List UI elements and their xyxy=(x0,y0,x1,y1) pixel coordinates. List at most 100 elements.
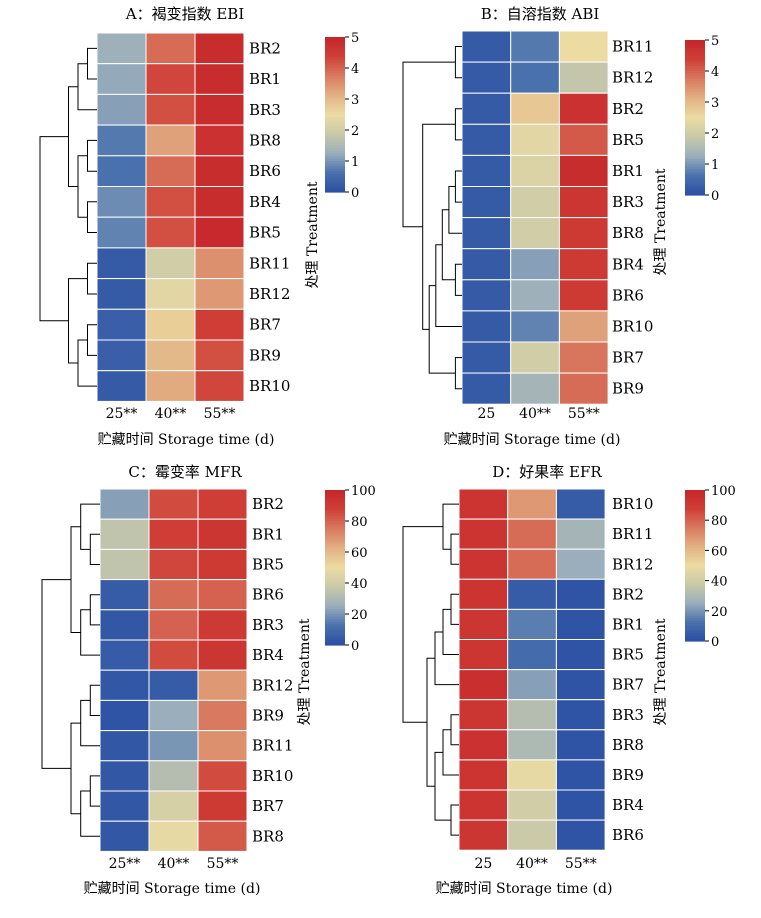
heatmap-cell xyxy=(145,308,196,341)
heatmap-cell xyxy=(99,669,150,701)
heatmap-cell xyxy=(194,155,245,188)
dendrogram-branch xyxy=(89,533,100,565)
colorbar-segment xyxy=(685,515,705,519)
heatmap-cell xyxy=(458,819,509,851)
dendrogram-branch xyxy=(77,155,88,218)
colorbar-segment xyxy=(325,52,345,56)
colorbar-tick-label: 0 xyxy=(711,635,719,650)
row-label: BR6 xyxy=(249,162,281,180)
colorbar-segment xyxy=(685,495,705,499)
colorbar-segment xyxy=(685,91,705,95)
colorbar-segment xyxy=(325,539,345,543)
dendrogram-branch xyxy=(450,533,459,565)
colorbar-tick-label: 80 xyxy=(711,514,728,529)
colorbar-segment xyxy=(685,585,705,589)
colorbar-segment xyxy=(685,630,705,635)
heatmap-cell xyxy=(148,609,199,641)
heatmap-cell xyxy=(194,93,245,126)
heatmap-cell xyxy=(197,820,248,852)
heatmap-cell xyxy=(558,310,609,343)
colorbar-segment xyxy=(325,75,345,79)
heatmap-cell xyxy=(510,341,560,374)
colorbar-segment xyxy=(685,96,705,101)
colorbar-segment xyxy=(685,520,705,524)
x-axis-label: 贮藏时间 Storage time (d) xyxy=(436,881,613,897)
row-label: BR12 xyxy=(612,69,653,87)
colorbar-segment xyxy=(325,179,345,183)
colorbar-segment xyxy=(325,80,345,85)
heatmap-cell xyxy=(461,217,512,250)
colorbar-segment xyxy=(325,49,345,54)
heatmap-cell xyxy=(461,154,512,187)
colorbar-segment xyxy=(685,40,705,44)
heatmap-cell xyxy=(96,155,147,188)
colorbar-segment xyxy=(325,544,345,548)
colorbar-segment xyxy=(325,127,345,131)
colorbar-segment xyxy=(325,145,345,149)
colorbar-segment xyxy=(685,522,705,526)
heatmap-cell xyxy=(555,518,606,550)
colorbar-segment xyxy=(325,173,345,178)
colorbar-segment xyxy=(325,536,345,540)
heatmap-cell xyxy=(148,518,199,550)
row-label: BR6 xyxy=(252,586,284,604)
heatmap-cell xyxy=(510,310,560,343)
colorbar-segment xyxy=(325,44,345,48)
colorbar-segment xyxy=(685,542,705,546)
row-label: BR7 xyxy=(612,349,644,367)
x-axis-label: 贮藏时间 Storage time (d) xyxy=(444,432,621,448)
heatmap-cell xyxy=(145,247,196,280)
heatmap-cell xyxy=(461,30,512,63)
colorbar-segment xyxy=(325,62,345,67)
heatmap-cell xyxy=(99,760,150,792)
heatmap-cell xyxy=(458,578,509,610)
colorbar-segment xyxy=(685,570,705,574)
colorbar-segment xyxy=(685,537,705,541)
colorbar-segment xyxy=(325,117,345,121)
colorbar-segment xyxy=(685,158,705,163)
colorbar-segment xyxy=(325,176,345,180)
heatmap-cell xyxy=(145,32,196,65)
colorbar-segment xyxy=(325,510,345,514)
colorbar-segment xyxy=(685,578,705,582)
row-label: BR12 xyxy=(252,676,293,694)
colorbar-segment xyxy=(325,70,345,74)
heatmap-cell xyxy=(194,339,245,372)
heatmap-cell xyxy=(507,518,557,550)
heatmap-cell xyxy=(458,729,509,761)
colorbar-segment xyxy=(685,610,705,614)
row-label: BR3 xyxy=(252,616,284,634)
colorbar-segment xyxy=(685,550,705,554)
colorbar-segment xyxy=(685,122,705,126)
colorbar-segment xyxy=(685,182,705,186)
heatmap-cell xyxy=(558,154,609,187)
heatmap-cell xyxy=(96,339,147,372)
colorbar-segment xyxy=(685,63,705,67)
column-label: 25 xyxy=(477,406,495,422)
colorbar-segment xyxy=(685,135,705,139)
column-label: 25 xyxy=(474,856,492,872)
heatmap-cell xyxy=(555,789,606,821)
colorbar-segment xyxy=(325,629,345,633)
colorbar-segment xyxy=(685,127,705,132)
heatmap-cell xyxy=(555,639,606,671)
heatmap-cell xyxy=(148,548,199,581)
colorbar-segment xyxy=(325,83,345,87)
heatmap-cell xyxy=(510,248,560,281)
colorbar-segment xyxy=(685,490,705,494)
colorbar-segment xyxy=(685,530,705,534)
colorbar-segment xyxy=(685,633,705,637)
panel-d: D：好果率 EFR BR10 BR11 BR12 BR2 BR1 BR5 BR7 BR3 BR8 B… xyxy=(402,463,736,897)
colorbar-segment xyxy=(325,99,345,103)
dendrogram-branch xyxy=(454,170,462,203)
dendrogram-branch xyxy=(454,263,462,296)
colorbar-segment xyxy=(685,620,705,624)
dendrogram-branch xyxy=(87,201,97,233)
colorbar-segment xyxy=(685,625,705,630)
heatmap-cell xyxy=(558,30,609,63)
colorbar-segment xyxy=(685,145,705,150)
column-label: 55** xyxy=(568,406,600,422)
dendrogram-branch xyxy=(450,593,459,625)
colorbar-segment xyxy=(685,161,705,165)
row-label: BR10 xyxy=(612,318,653,336)
